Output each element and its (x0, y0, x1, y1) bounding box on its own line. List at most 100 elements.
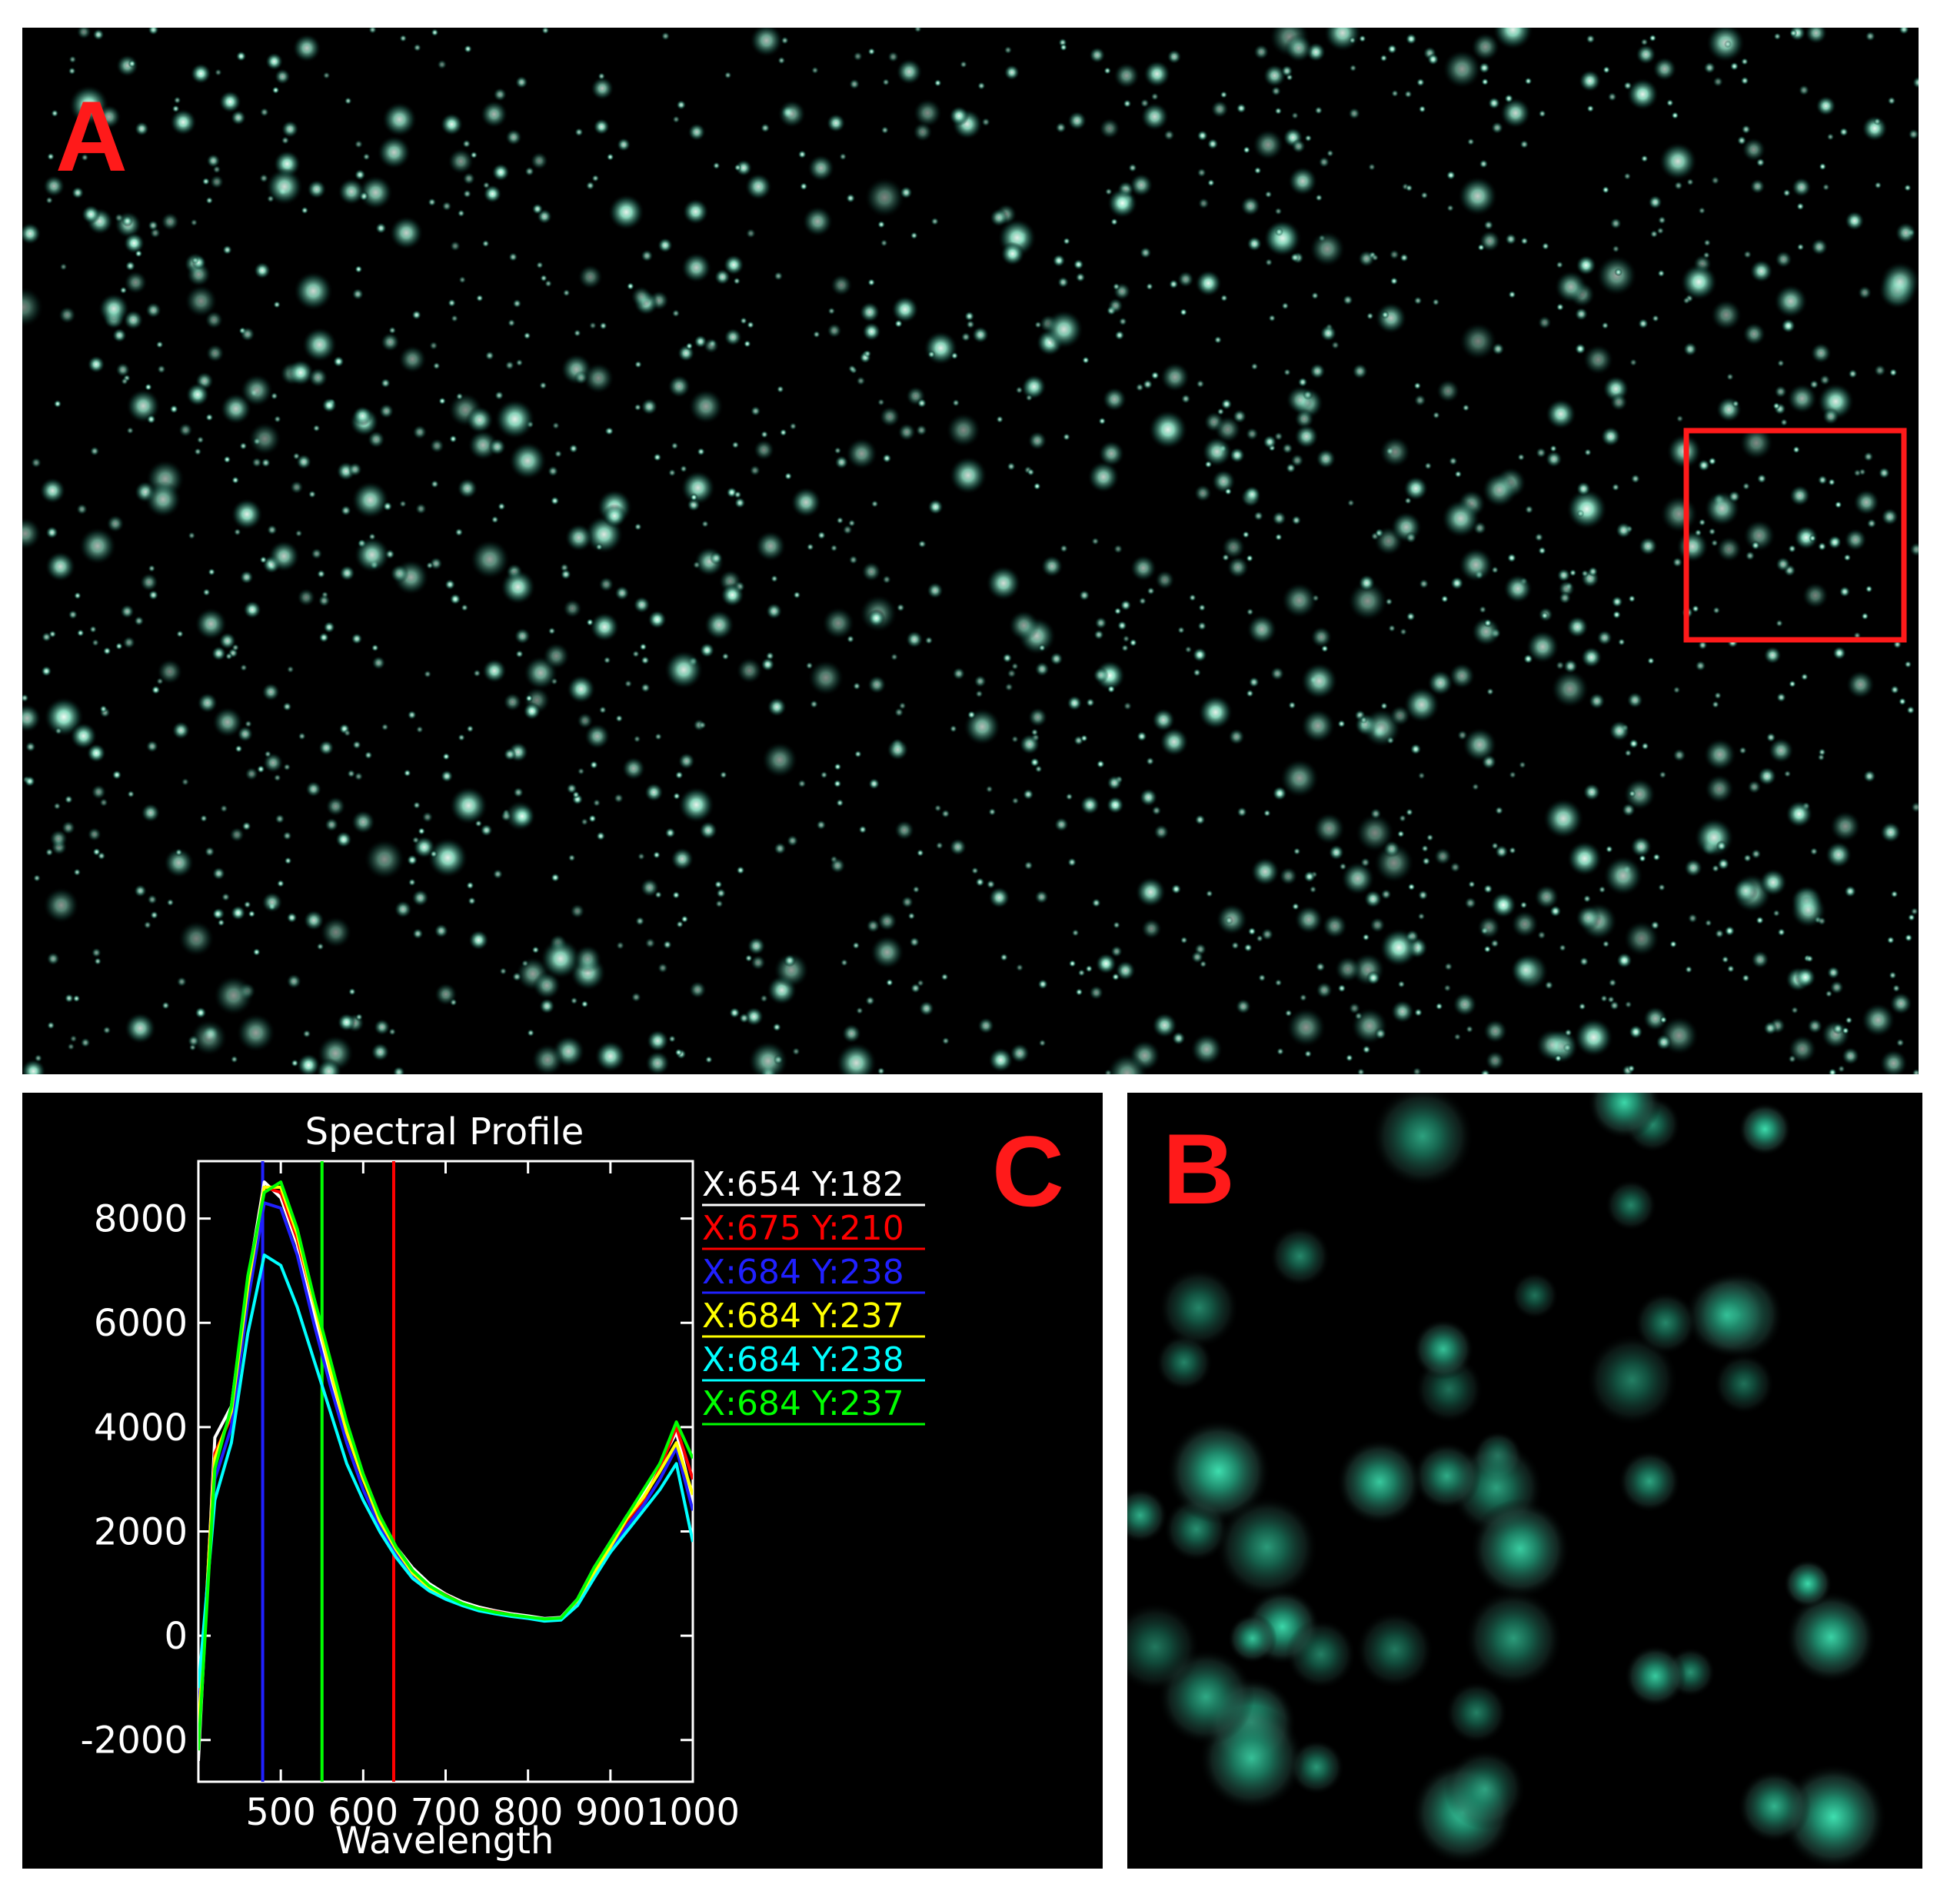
star (915, 424, 927, 437)
star (859, 301, 880, 323)
star (562, 598, 583, 618)
star (988, 1047, 1013, 1073)
star (1583, 344, 1614, 375)
star (1698, 640, 1708, 651)
star (836, 516, 844, 524)
star (1742, 854, 1752, 863)
star (1171, 1031, 1186, 1046)
star (1524, 504, 1534, 514)
star (616, 940, 625, 950)
star (1413, 381, 1422, 390)
star (1602, 185, 1610, 194)
star (1839, 586, 1851, 597)
star (1268, 314, 1276, 322)
star (318, 632, 330, 643)
star (1003, 64, 1020, 81)
star (1483, 618, 1493, 627)
star (122, 636, 136, 649)
star (1626, 691, 1643, 709)
star (891, 295, 919, 324)
star (124, 270, 148, 295)
star (1895, 1038, 1905, 1047)
star (211, 908, 224, 920)
star (1102, 387, 1127, 412)
star (1630, 835, 1652, 858)
star (1623, 81, 1632, 91)
star (1440, 594, 1449, 603)
star (1745, 551, 1756, 561)
star (1704, 774, 1735, 804)
star (1486, 687, 1494, 696)
star (293, 271, 334, 311)
star (864, 177, 905, 218)
star (1685, 1273, 1769, 1357)
star (1443, 984, 1452, 993)
star (570, 904, 585, 919)
star (1483, 220, 1494, 231)
star (1226, 556, 1250, 579)
star (281, 136, 290, 145)
star (1346, 499, 1355, 508)
star (1328, 844, 1345, 860)
star (398, 345, 427, 374)
star (144, 383, 152, 391)
star (910, 231, 918, 240)
star (1127, 1602, 1200, 1693)
star (128, 59, 136, 68)
star (783, 954, 797, 967)
star (1294, 424, 1319, 449)
star (1489, 891, 1517, 919)
star (339, 564, 355, 581)
star (1890, 890, 1899, 898)
star (1636, 44, 1656, 65)
star (273, 415, 281, 424)
star (1285, 1619, 1356, 1689)
star (1213, 335, 1223, 345)
star (252, 947, 261, 957)
star (1397, 980, 1406, 988)
star (1391, 89, 1400, 98)
star (1235, 998, 1252, 1015)
star (867, 278, 876, 287)
star (1519, 900, 1528, 909)
star (307, 179, 327, 199)
star (1879, 1049, 1909, 1074)
star (704, 609, 735, 641)
star (1389, 704, 1411, 727)
star (1404, 497, 1413, 505)
star (750, 954, 766, 970)
star (1603, 855, 1643, 896)
star (1586, 34, 1596, 44)
star (879, 406, 900, 428)
star (102, 647, 111, 656)
star (1829, 811, 1862, 843)
star (1469, 1498, 1571, 1599)
star (927, 350, 936, 358)
star (364, 751, 373, 760)
star (1180, 394, 1191, 404)
legend-label: X:675 Y:210 (702, 1209, 904, 1248)
star (1471, 616, 1502, 647)
star (321, 398, 338, 413)
star (503, 747, 517, 761)
star (1366, 970, 1381, 985)
star (1464, 897, 1477, 910)
star (1221, 553, 1230, 562)
star (870, 500, 879, 508)
star (1270, 85, 1282, 97)
star (195, 607, 228, 641)
star (940, 809, 950, 818)
star (266, 195, 275, 203)
star (1007, 461, 1016, 471)
star (259, 107, 269, 117)
star (1362, 1045, 1371, 1054)
star (862, 321, 881, 341)
star (1483, 884, 1493, 894)
star (1120, 644, 1130, 652)
star (1283, 368, 1291, 377)
star (1537, 930, 1546, 940)
star (1673, 181, 1683, 191)
star (208, 568, 216, 576)
